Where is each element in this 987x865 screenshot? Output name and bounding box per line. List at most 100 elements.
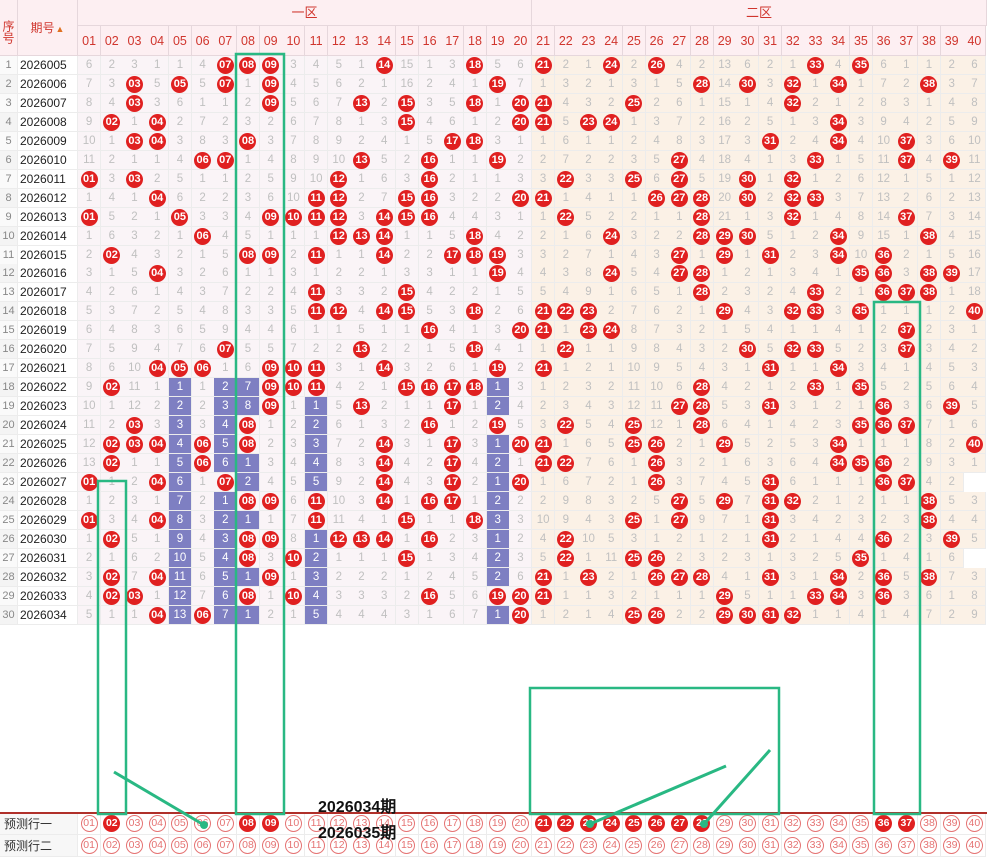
prediction-cell[interactable]: 14 [373,835,397,857]
prediction-cell[interactable]: 19 [486,813,510,835]
prediction-ball[interactable]: 04 [148,837,166,854]
prediction-cell[interactable]: 23 [577,813,601,835]
prediction-cell[interactable]: 31 [759,813,783,835]
prediction-ball[interactable]: 03 [125,837,143,854]
prediction-cell[interactable]: 18 [463,813,488,835]
prediction-cell[interactable]: 12 [327,813,351,835]
prediction-ball[interactable]: 28 [693,837,711,854]
prediction-cell[interactable]: 15 [395,835,419,857]
sort-arrow-icon[interactable]: ▲ [55,24,65,34]
prediction-cell[interactable]: 25 [622,835,646,857]
prediction-cell[interactable]: 35 [849,835,873,857]
prediction-cell[interactable]: 17 [441,835,465,857]
prediction-ball[interactable]: 27 [670,837,688,854]
prediction-ball[interactable]: 29 [716,815,734,832]
prediction-cell[interactable]: 05 [168,835,192,857]
prediction-ball[interactable]: 39 [943,837,961,854]
prediction-cell[interactable]: 14 [373,813,397,835]
prediction-ball[interactable]: 38 [920,815,938,832]
prediction-ball[interactable]: 30 [738,837,756,854]
prediction-ball[interactable]: 23 [579,815,597,832]
prediction-ball[interactable]: 32 [784,837,802,854]
prediction-ball[interactable]: 11 [307,815,325,832]
prediction-cell[interactable]: 37 [895,835,919,857]
prediction-ball[interactable]: 36 [875,815,893,832]
prediction-ball[interactable]: 31 [761,815,779,832]
prediction-ball[interactable]: 22 [557,815,575,832]
prediction-ball[interactable]: 13 [352,815,370,832]
prediction-ball[interactable]: 19 [489,837,507,854]
prediction-ball[interactable]: 23 [579,837,597,854]
prediction-cell[interactable]: 29 [713,835,737,857]
prediction-cell[interactable]: 08 [236,813,261,835]
prediction-cell[interactable]: 25 [622,813,646,835]
prediction-ball[interactable]: 35 [852,837,870,854]
prediction-cell[interactable]: 34 [827,835,851,857]
prediction-ball[interactable]: 10 [284,837,302,854]
prediction-ball[interactable]: 15 [398,837,416,854]
prediction-ball[interactable]: 12 [330,837,348,854]
prediction-ball[interactable]: 38 [920,837,938,854]
prediction-cell[interactable]: 20 [509,835,533,857]
prediction-ball[interactable]: 16 [421,837,439,854]
prediction-cell[interactable]: 01 [78,835,102,857]
prediction-cell[interactable]: 31 [759,835,783,857]
prediction-cell[interactable]: 37 [895,813,919,835]
prediction-ball[interactable]: 26 [648,815,666,832]
prediction-ball[interactable]: 01 [80,837,98,854]
prediction-cell[interactable]: 20 [509,813,533,835]
prediction-cell[interactable]: 21 [532,835,556,857]
prediction-cell[interactable]: 03 [123,813,147,835]
prediction-ball[interactable]: 39 [943,815,961,832]
prediction-cell[interactable]: 32 [781,835,805,857]
prediction-ball[interactable]: 18 [466,815,484,832]
prediction-ball[interactable]: 12 [330,815,348,832]
prediction-cell[interactable]: 01 [78,813,102,835]
prediction-ball[interactable]: 40 [965,815,983,832]
prediction-ball[interactable]: 21 [534,815,552,832]
prediction-ball[interactable]: 08 [239,815,257,832]
prediction-cell[interactable]: 03 [123,835,147,857]
prediction-ball[interactable]: 08 [239,837,257,854]
prediction-ball[interactable]: 34 [829,815,847,832]
prediction-cell[interactable]: 39 [940,813,964,835]
prediction-cell[interactable]: 07 [214,813,238,835]
prediction-cell[interactable]: 27 [668,813,692,835]
prediction-ball[interactable]: 33 [806,837,824,854]
prediction-cell[interactable]: 09 [259,813,283,835]
prediction-cell[interactable]: 24 [600,813,624,835]
prediction-ball[interactable]: 14 [375,815,393,832]
prediction-ball[interactable]: 32 [784,815,802,832]
prediction-ball[interactable]: 11 [307,837,325,854]
prediction-ball[interactable]: 37 [897,837,915,854]
prediction-cell[interactable]: 40 [963,813,987,835]
prediction-cell[interactable]: 13 [350,835,374,857]
prediction-cell[interactable]: 04 [146,813,170,835]
prediction-ball[interactable]: 07 [216,815,234,832]
prediction-cell[interactable]: 11 [305,835,329,857]
prediction-cell[interactable]: 26 [645,813,669,835]
prediction-ball[interactable]: 27 [670,815,688,832]
prediction-ball[interactable]: 28 [693,815,711,832]
prediction-cell[interactable]: 16 [418,813,442,835]
prediction-ball[interactable]: 20 [511,815,529,832]
prediction-ball[interactable]: 07 [216,837,234,854]
prediction-ball[interactable]: 24 [602,837,620,854]
prediction-ball[interactable]: 29 [716,837,734,854]
prediction-cell[interactable]: 36 [872,835,896,857]
prediction-cell[interactable]: 33 [804,835,828,857]
prediction-cell[interactable]: 22 [554,813,578,835]
prediction-ball[interactable]: 05 [171,837,189,854]
prediction-cell[interactable]: 07 [214,835,238,857]
prediction-cell[interactable]: 19 [486,835,510,857]
prediction-cell[interactable]: 06 [191,835,215,857]
prediction-ball[interactable]: 13 [352,837,370,854]
prediction-cell[interactable]: 27 [668,835,692,857]
prediction-ball[interactable]: 35 [852,815,870,832]
prediction-ball[interactable]: 19 [489,815,507,832]
prediction-cell[interactable]: 17 [441,813,465,835]
prediction-ball[interactable]: 02 [103,837,121,854]
period-header[interactable]: 期号▲ [18,0,78,56]
prediction-cell[interactable]: 16 [418,835,442,857]
prediction-cell[interactable]: 05 [168,813,192,835]
